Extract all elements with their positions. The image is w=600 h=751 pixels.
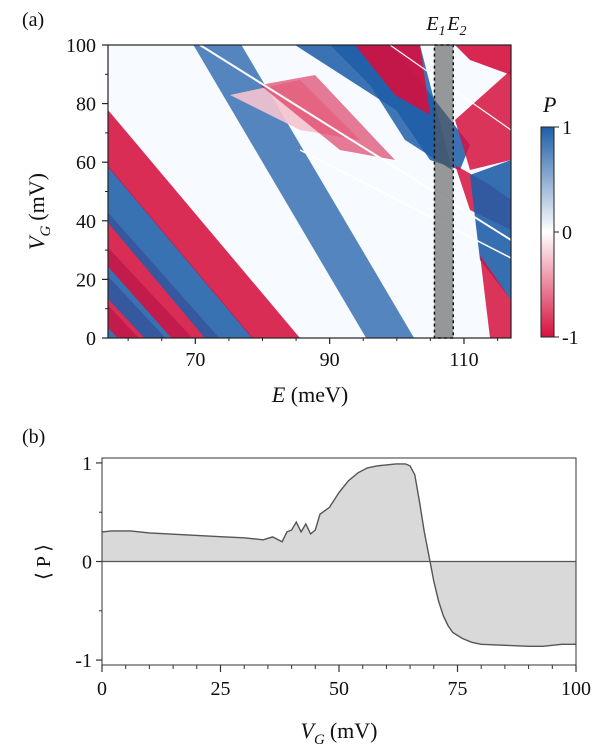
heatmap-stripes <box>108 45 415 338</box>
heatmap-stripe <box>193 45 415 338</box>
panel-a-ylabel-var: V <box>24 234 49 250</box>
panel-b-label: (b) <box>22 426 45 448</box>
y-tick-label: 40 <box>76 211 96 233</box>
colorbar: P 1 0 -1 <box>540 92 579 349</box>
series-line <box>102 463 576 647</box>
colorbar-tick-label: -1 <box>562 327 579 349</box>
panel-b-plot <box>101 457 577 666</box>
bottom-right-red <box>480 255 511 338</box>
top-red-wedge <box>355 45 430 115</box>
panel-a-ylabel-unit: (mV) <box>24 173 49 221</box>
band-label-E1: E1 <box>425 13 445 39</box>
panel-b-ylabel: ⟨ P ⟩ <box>33 544 55 580</box>
y-tick-label: 100 <box>66 35 96 57</box>
heatmap-upper-features <box>199 45 511 338</box>
b-y-tick-label: 0 <box>82 552 92 574</box>
band-label-E2: E2 <box>446 13 466 39</box>
b-x-tick-label: 0 <box>97 678 107 700</box>
highlight-band <box>433 44 454 339</box>
right-blue-region <box>470 160 511 300</box>
panel-a-xlabel-var: E <box>271 382 286 407</box>
heatmap-stripe <box>108 109 300 338</box>
colorbar-ticks: 1 0 -1 <box>554 117 579 349</box>
panel-a-axes: 70 90 110 0 20 40 60 80 100 <box>66 35 499 371</box>
b-x-tick-label: 75 <box>448 678 468 700</box>
y-tick-label: 20 <box>76 269 96 291</box>
top-right-red <box>455 45 511 75</box>
b-x-tick-label: 50 <box>329 678 349 700</box>
area-fill <box>102 463 576 647</box>
colorbar-tick-label: 0 <box>562 222 572 244</box>
colorbar-bar <box>540 126 555 338</box>
panel-b-xlabel: VG (mV) <box>301 718 378 748</box>
crossing-line-2 <box>299 149 511 259</box>
b-x-tick-label: 25 <box>211 678 231 700</box>
crossing-line-1 <box>199 45 511 241</box>
panel-a-ylabel: VG (mV) <box>24 173 54 250</box>
b-y-tick-label: 1 <box>82 453 92 475</box>
right-red-wedge <box>455 70 511 170</box>
x-tick-label: 110 <box>449 349 478 371</box>
panel-a-xlabel: E (meV) <box>271 382 348 407</box>
colorbar-tick-label: 1 <box>562 117 572 139</box>
y-tick-label: 0 <box>86 328 96 350</box>
colorbar-label: P <box>542 92 556 117</box>
b-x-tick-label: 100 <box>561 678 591 700</box>
panel-a-heatmap <box>107 44 512 339</box>
panel-b-xlabel-sub: G <box>314 732 325 748</box>
panel-a-ylabel-sub: G <box>38 226 54 237</box>
fan-red-1 <box>260 75 395 160</box>
x-tick-label: 70 <box>185 349 205 371</box>
y-tick-label: 80 <box>76 94 96 116</box>
panel-a-xlabel-unit: (meV) <box>291 382 348 407</box>
panel-b-xlabel-var: V <box>301 718 317 743</box>
panel-b-xlabel-unit: (mV) <box>330 718 378 743</box>
b-y-tick-label: -1 <box>75 650 92 672</box>
x-tick-label: 90 <box>320 349 340 371</box>
y-tick-label: 60 <box>76 152 96 174</box>
band-labels: E1 E2 <box>425 13 466 39</box>
panel-a-label: (a) <box>22 9 44 31</box>
